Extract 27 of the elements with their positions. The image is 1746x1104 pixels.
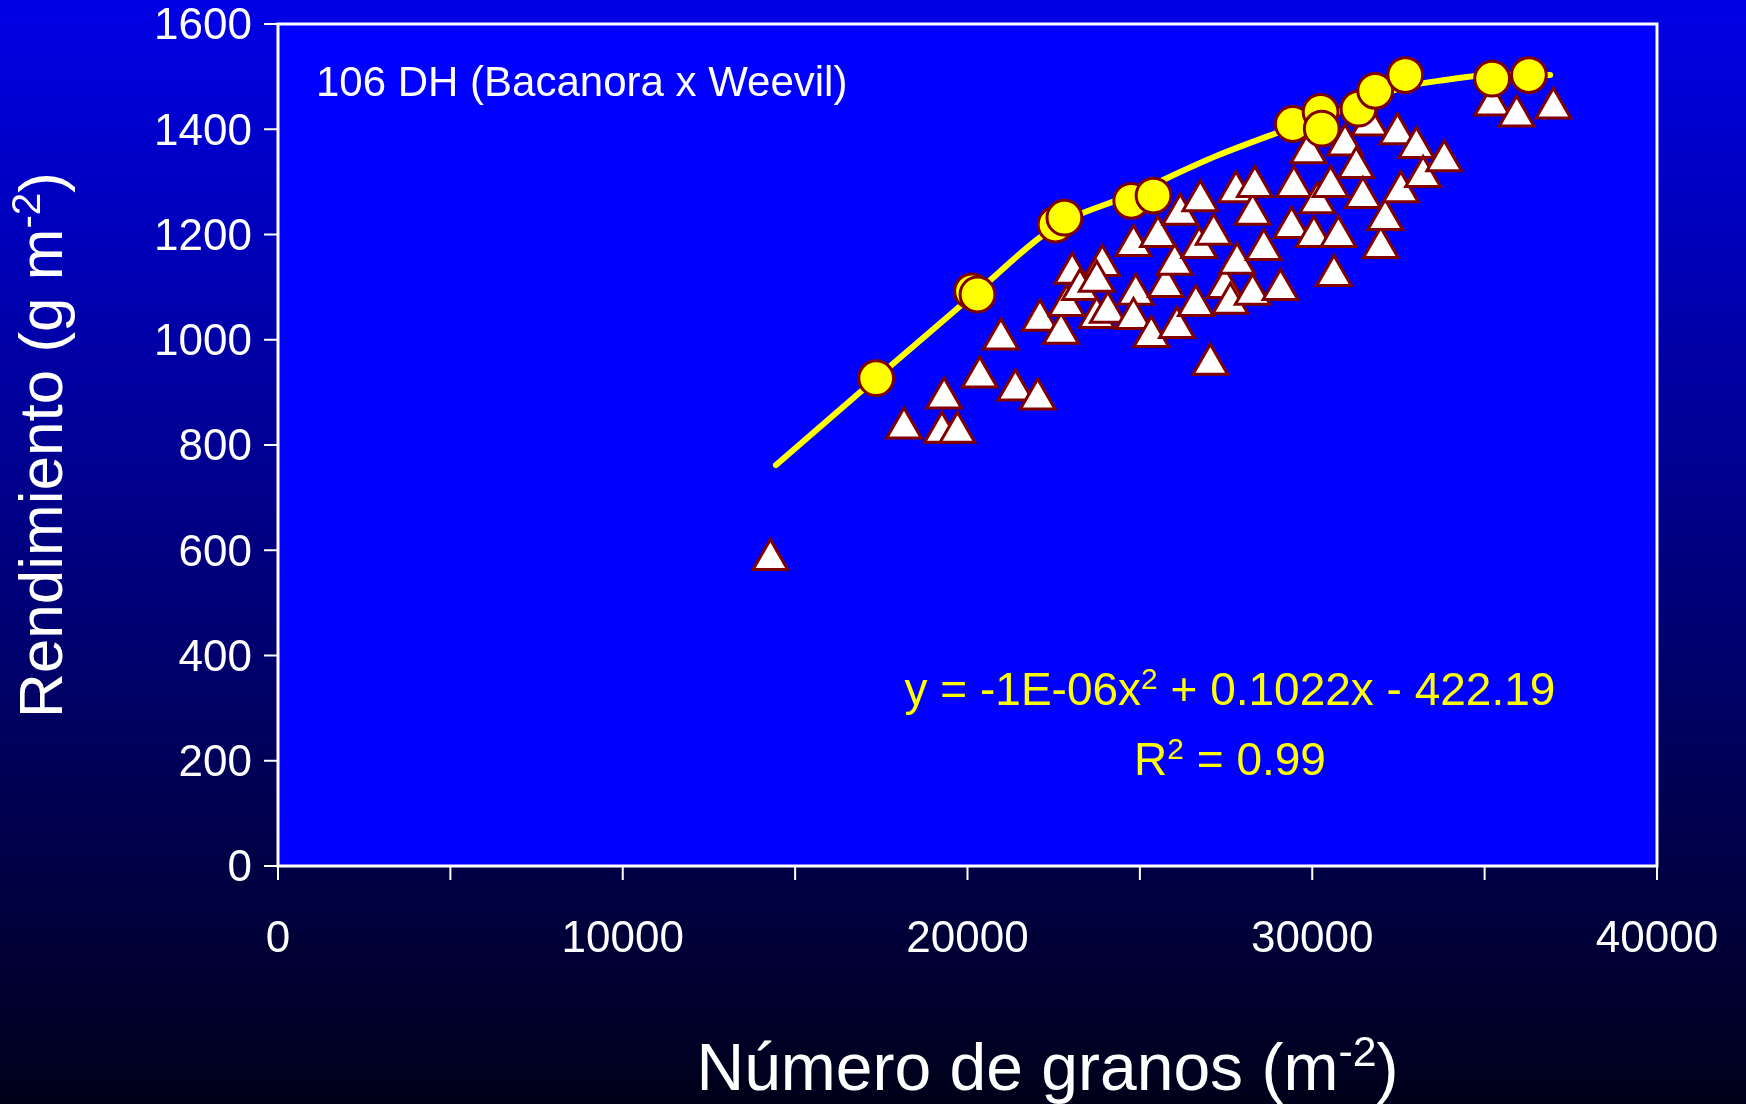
point: [958, 275, 997, 314]
y-tick-label: 400: [178, 630, 252, 680]
y-tick-label: 1000: [154, 315, 252, 365]
x-tick-label: 40000: [1595, 912, 1719, 961]
y-tick-label: 1200: [154, 209, 252, 259]
point: [1386, 56, 1425, 94]
annotation: y = -1E-06x$^{2}$ + 0.1022x - 422.19: [904, 661, 1556, 715]
point: [857, 359, 896, 398]
y-tick-label: 600: [178, 525, 252, 575]
point: [1134, 176, 1173, 215]
point: [1356, 71, 1395, 110]
point: [1302, 109, 1341, 148]
y-tick-label: 1400: [154, 104, 252, 154]
x-tick-label: 10000: [561, 912, 684, 961]
y-tick-label: 200: [178, 736, 252, 786]
x-tick-label: 30000: [1251, 912, 1374, 961]
annotation: R$^{2}$ = 0.99: [1134, 731, 1326, 785]
point: [1473, 59, 1512, 98]
y-tick-label: 1600: [154, 0, 252, 49]
x-axis-title: Número de granos (m$^{-2}$): [696, 1027, 1399, 1104]
point: [1045, 198, 1084, 237]
y-tick-label: 0: [227, 841, 252, 891]
y-tick-label: 800: [178, 420, 252, 470]
x-tick-label: 20000: [906, 912, 1029, 961]
annotation: 106 DH (Bacanora x Weevil): [316, 58, 848, 105]
point: [1510, 56, 1548, 94]
x-tick-label: 0: [265, 912, 291, 961]
